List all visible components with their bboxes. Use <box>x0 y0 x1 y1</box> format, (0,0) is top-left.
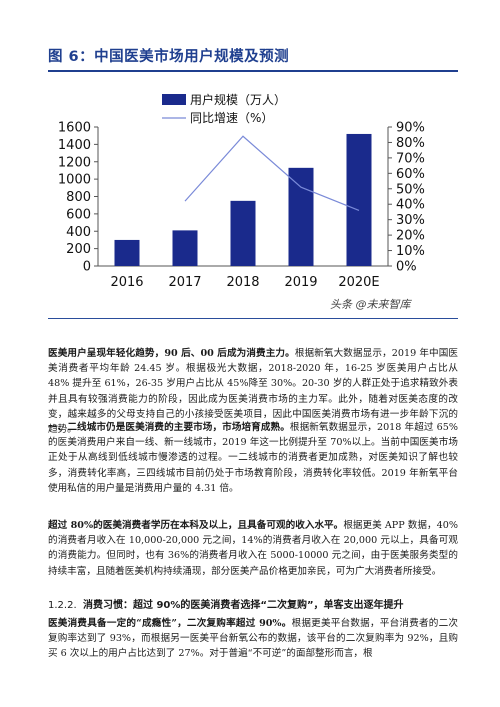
left-tick-label: 200 <box>66 242 91 257</box>
right-tick-label: 30% <box>396 213 425 228</box>
right-tick-label: 90% <box>396 121 425 136</box>
right-tick-label: 20% <box>396 229 425 244</box>
right-tick-label: 70% <box>396 151 425 166</box>
growth-line <box>184 135 360 211</box>
left-tick-label: 1400 <box>58 138 91 153</box>
legend-line-label: 同比增速（%） <box>190 111 273 125</box>
paragraph-body: 根据更美 APP 数据，40%的消费者月收入在 10,000-20,000 元之… <box>48 520 458 577</box>
paragraph-lead: 医美消费具备一定的“成瘾性”，二次复购率超过 90%。 <box>48 618 292 629</box>
watermark: 头条 @未来智库 <box>330 298 411 311</box>
left-tick-label: 400 <box>66 225 91 240</box>
paragraph-body: 根据新氧大数据显示，2019 年中国医美消费者平均年龄 24.45 岁。根据极光… <box>48 348 458 436</box>
right-tick-label: 10% <box>396 244 425 259</box>
paragraph-body: 根据更美平台数据，平台消费者的二次复购率达到了 93%，而根据另一医美平台新氧公… <box>48 618 459 660</box>
paragraph-lead: 超过 80%的医美消费者学历在本科及以上，且具备可观的收入水平。 <box>48 520 344 531</box>
left-tick-label: 1000 <box>58 173 91 188</box>
paragraph-age-trend: 医美用户呈现年轻化趋势，90 后、00 后成为消费主力。根据新氧大数据显示，20… <box>48 346 458 437</box>
section-heading-text: 消费习惯：超过 90%的医美消费者选择“二次复购”，单客支出逐年提升 <box>82 600 404 611</box>
bar <box>172 230 198 266</box>
right-tick-label: 60% <box>396 167 425 182</box>
x-tick-label: 2018 <box>226 275 259 290</box>
section-heading: 1.2.2. 消费习惯：超过 90%的医美消费者选择“二次复购”，单客支出逐年提… <box>48 599 458 613</box>
bar <box>288 167 314 266</box>
left-tick-label: 1200 <box>58 155 91 170</box>
paragraph-repurchase: 医美消费具备一定的“成瘾性”，二次复购率超过 90%。根据更美平台数据，平台消费… <box>48 616 458 662</box>
paragraph-lead: 医美用户呈现年轻化趋势，90 后、00 后成为消费主力。 <box>48 348 295 359</box>
x-tick-label: 2017 <box>168 275 201 290</box>
legend-bar-label: 用户规模（万人） <box>190 92 286 107</box>
paragraph-lead: 一、二线城市仍是医美消费的主要市场，市场培育成熟。 <box>48 422 290 433</box>
user-scale-chart: 0 200 400 600 800 1000 1200 1400 1600 0%10%20%30%… <box>58 92 425 290</box>
right-tick-label: 80% <box>396 136 425 151</box>
right-tick-label: 50% <box>396 182 425 197</box>
left-tick-label: 0 <box>83 260 91 275</box>
left-tick-label: 1600 <box>58 121 91 136</box>
bar <box>346 133 372 266</box>
bar <box>230 200 256 266</box>
right-tick-label: 40% <box>396 198 425 213</box>
bar <box>114 239 140 266</box>
right-tick-label: 0% <box>396 260 417 275</box>
paragraph-body: 根据新氧数据显示，2018 年超过 65%的医美消费用户来自一线、新一线城市，2… <box>48 422 458 494</box>
figure-title: 图 6：中国医美市场用户规模及预测 <box>48 44 458 72</box>
x-tick-label: 2019 <box>284 275 317 290</box>
x-tick-label: 2020E <box>338 275 379 290</box>
section-number: 1.2.2. <box>48 600 77 611</box>
left-tick-label: 600 <box>66 207 91 222</box>
figure-divider <box>48 318 458 319</box>
paragraph-city-tier: 一、二线城市仍是医美消费的主要市场，市场培育成熟。根据新氧数据显示，2018 年… <box>48 420 458 496</box>
x-tick-label: 2016 <box>110 275 143 290</box>
paragraph-education-income: 超过 80%的医美消费者学历在本科及以上，且具备可观的收入水平。根据更美 APP… <box>48 518 458 579</box>
legend-bar-swatch <box>162 94 186 105</box>
left-tick-label: 800 <box>66 190 91 205</box>
